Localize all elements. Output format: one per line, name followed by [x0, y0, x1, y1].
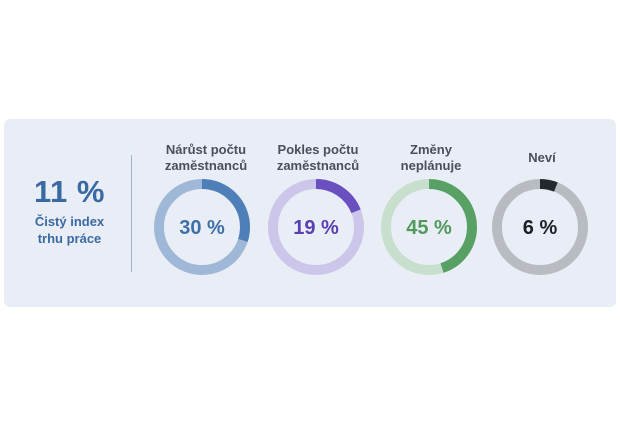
- donut-value-unknown: 6 %: [523, 217, 558, 239]
- donut-value-growth: 30 %: [179, 217, 225, 239]
- donut-arc-growth: [154, 179, 250, 275]
- divider: [131, 155, 132, 272]
- donut-label-decline-line2: zaměstnanců: [276, 158, 360, 173]
- donut-label-no-change: Změny neplánuje: [371, 142, 491, 174]
- donut-label-unknown-line1: Neví: [528, 150, 556, 165]
- net-index-label: Čistý index trhu práce: [12, 213, 127, 247]
- donut-label-unknown: Neví: [482, 150, 602, 166]
- donut-arc-no-change: [381, 179, 477, 275]
- donut-arc-unknown: [492, 179, 588, 275]
- net-index-value: 11 %: [34, 174, 105, 209]
- donut-label-no-change-line1: Změny: [410, 142, 452, 157]
- donut-label-growth: Nárůst počtu zaměstnanců: [146, 142, 266, 174]
- labor-market-card: 11 % Čistý index trhu práce Nárůst počtu…: [4, 119, 616, 307]
- donut-label-growth-line2: zaměstnanců: [164, 158, 248, 173]
- donut-charts: 30 % 19 % 45 % 6 %: [154, 179, 588, 275]
- donut-value-decline: 19 %: [293, 217, 339, 239]
- donut-label-decline-line1: Pokles počtu: [277, 142, 359, 157]
- donut-label-no-change-line2: neplánuje: [400, 158, 462, 173]
- net-index-label-line1: Čistý index: [34, 214, 105, 229]
- donut-value-no-change: 45 %: [406, 217, 452, 239]
- net-index-label-line2: trhu práce: [37, 231, 102, 246]
- donut-label-growth-line1: Nárůst počtu: [165, 142, 247, 157]
- donut-arc-decline: [268, 179, 364, 275]
- net-index-block: 11 % Čistý index trhu práce: [12, 175, 127, 247]
- donut-label-decline: Pokles počtu zaměstnanců: [258, 142, 378, 174]
